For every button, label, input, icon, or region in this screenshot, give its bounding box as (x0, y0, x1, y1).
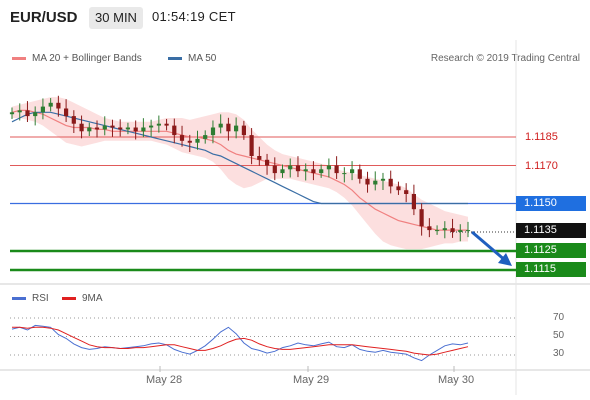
timeframe-button[interactable]: 30 MIN (89, 7, 143, 29)
x-tick-may28: May 28 (146, 374, 183, 386)
candle-body (110, 125, 115, 128)
legend-ma20: MA 20 + Bollinger Bands (12, 53, 142, 64)
candle-body (442, 228, 447, 231)
candle-body (164, 123, 169, 126)
level-1170-label: 1.1170 (525, 160, 558, 172)
ma50-line (11, 111, 468, 205)
credit-text: Research © 2019 Trading Central (430, 53, 580, 64)
rsi-tick-70: 70 (553, 312, 565, 323)
candle-body (9, 112, 15, 115)
candle-body (218, 123, 223, 128)
candle-body (280, 169, 285, 174)
candle-body (17, 110, 22, 113)
rsi-swatch (12, 296, 26, 300)
legend-9ma: 9MA (62, 293, 103, 304)
candle-body (342, 173, 347, 175)
candle-body (427, 226, 432, 231)
candle-body (319, 169, 324, 174)
legend-ma50: MA 50 (168, 53, 216, 64)
candle-body (241, 125, 246, 136)
candle-body (187, 140, 192, 143)
candle-body (458, 230, 463, 232)
candle-body (210, 127, 216, 136)
candle-body (326, 165, 331, 170)
candle-body (87, 127, 92, 132)
candle-body (56, 102, 61, 109)
candle-body (311, 169, 316, 174)
legend-rsi: RSI (12, 293, 49, 304)
candle-body (419, 209, 424, 227)
candle-body (48, 102, 53, 107)
candle-body (102, 125, 107, 130)
candle-body (79, 123, 84, 132)
candle-body (435, 230, 440, 232)
candle-body (450, 228, 455, 232)
candle-body (133, 127, 138, 132)
candle-body (249, 135, 254, 156)
candle-body (465, 230, 471, 232)
candle-body (141, 127, 146, 132)
ma9-label: 9MA (82, 293, 103, 304)
rsi-line (11, 324, 469, 362)
candle-body (33, 112, 38, 117)
candle-body (71, 116, 76, 124)
forecast-arrow-head (498, 253, 512, 266)
candle-body (288, 165, 293, 170)
rsi-tick-30: 30 (553, 348, 565, 359)
candle-body (203, 135, 208, 139)
x-tick-may30: May 30 (438, 374, 475, 386)
candle-body (118, 127, 123, 130)
bollinger-band (12, 97, 468, 250)
candle-body (272, 165, 277, 174)
level-1135-box: 1.1135 (516, 223, 586, 238)
x-tick-may29: May 29 (293, 374, 330, 386)
candle-body (380, 178, 386, 181)
rsi-ma-line (12, 326, 469, 356)
candle-body (125, 127, 130, 130)
candle-body (350, 169, 355, 174)
candle-body (303, 169, 308, 172)
rsi-label: RSI (32, 293, 49, 304)
candle-body (226, 123, 231, 132)
candle-body (257, 156, 262, 160)
candle-body (295, 165, 301, 172)
candle-body (64, 108, 69, 117)
ma20-label: MA 20 + Bollinger Bands (32, 53, 142, 64)
level-1125-box: 1.1125 (516, 243, 586, 258)
candle-body (265, 159, 270, 166)
candle-body (179, 135, 185, 141)
candle-body (172, 125, 177, 136)
level-1150-box: 1.1150 (516, 196, 586, 211)
ma50-swatch (168, 56, 182, 60)
ma9-swatch (62, 296, 76, 300)
candle-body (156, 123, 161, 126)
candle-body (357, 169, 362, 179)
level-1115-box: 1.1115 (516, 262, 586, 277)
candle-body (404, 190, 409, 194)
candle-body (94, 127, 100, 130)
forecast-arrow-line (471, 230, 507, 263)
candle-body (234, 125, 239, 132)
candle-body (40, 106, 45, 113)
ma20-swatch (12, 56, 26, 60)
candle-body (149, 125, 154, 128)
candle-body (388, 178, 393, 187)
ma50-label: MA 50 (188, 53, 217, 64)
candle-body (25, 110, 30, 117)
candle-body (195, 138, 200, 143)
candle-body (334, 165, 339, 174)
candle-body (365, 178, 370, 185)
symbol-title: EUR/USD (10, 9, 78, 26)
chart-header: EUR/USD 30 MIN 01:54:19 CET (0, 0, 590, 38)
candle-body (411, 194, 416, 210)
candle-body (373, 180, 378, 185)
rsi-tick-50: 50 (553, 330, 565, 341)
level-1185-label: 1.1185 (525, 131, 558, 143)
candle-body (396, 186, 401, 191)
clock-text: 01:54:19 CET (152, 9, 236, 24)
